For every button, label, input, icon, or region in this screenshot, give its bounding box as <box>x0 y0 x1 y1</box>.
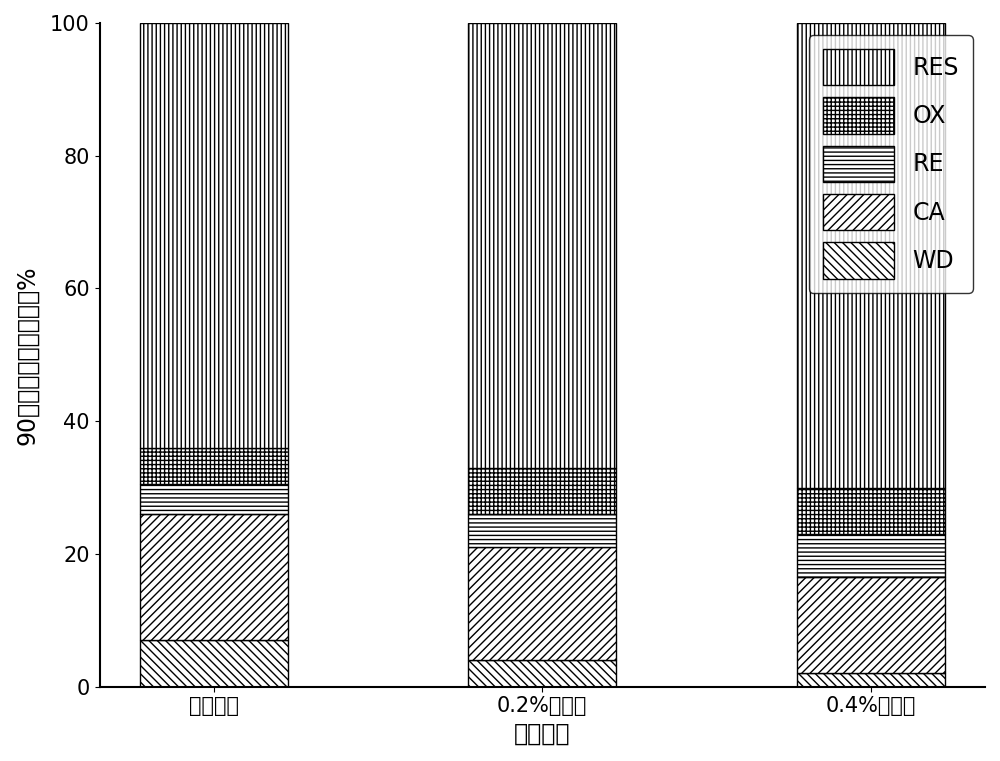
Bar <box>140 514 288 640</box>
Bar <box>797 23 945 488</box>
Bar <box>468 547 616 661</box>
X-axis label: 处理名称: 处理名称 <box>514 722 571 746</box>
Bar <box>140 447 288 484</box>
Legend: RES, OX, RE, CA, WD: RES, OX, RE, CA, WD <box>809 35 973 293</box>
Bar <box>140 23 288 447</box>
Bar <box>797 577 945 673</box>
Y-axis label: 90天各形态所占百分比%: 90天各形态所占百分比% <box>15 265 39 444</box>
Bar <box>797 534 945 577</box>
Bar <box>468 661 616 686</box>
Bar <box>797 673 945 686</box>
Bar <box>468 514 616 547</box>
Bar <box>468 23 616 468</box>
Bar <box>140 640 288 686</box>
Bar <box>797 488 945 534</box>
Bar <box>468 468 616 514</box>
Bar <box>140 484 288 514</box>
